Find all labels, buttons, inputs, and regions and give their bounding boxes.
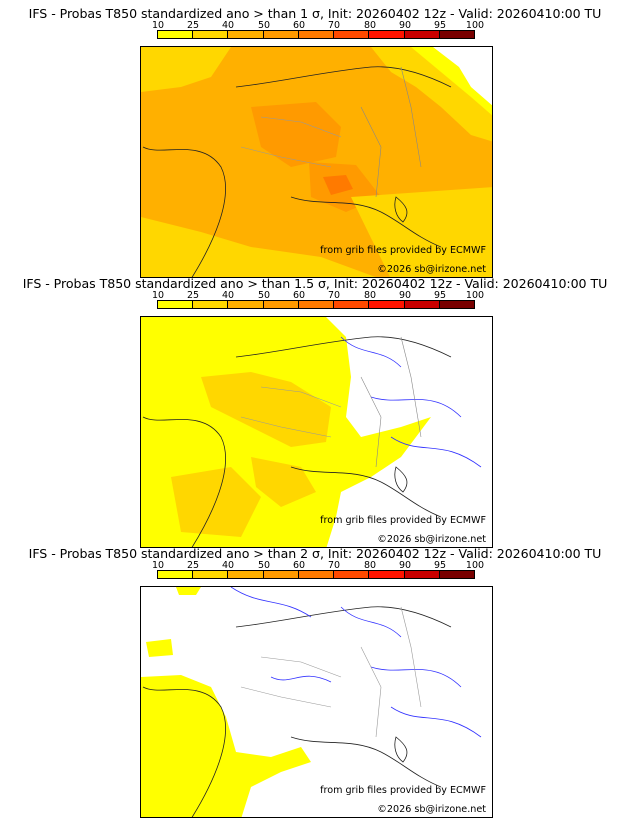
- colorbar-label: 70: [327, 20, 341, 31]
- map-canvas: [141, 47, 492, 277]
- probability-map: from grib files provided by ECMWF ©2026 …: [140, 586, 493, 818]
- colorbar-label: 80: [363, 20, 377, 31]
- colorbar-label: 95: [433, 560, 447, 571]
- colorbar-swatch: [298, 571, 335, 578]
- colorbar-label: 25: [186, 290, 200, 301]
- map-panel-2sigma: IFS - Probas T850 standardized ano > tha…: [0, 546, 630, 822]
- map-canvas: [141, 587, 492, 817]
- colorbar-label: 60: [292, 290, 306, 301]
- colorbar-swatch: [263, 31, 299, 38]
- colorbar-label: 25: [186, 560, 200, 571]
- colorbar: [157, 570, 475, 579]
- copyright-notice: ©2026 sb@irizone.net: [377, 264, 486, 275]
- colorbar-label: 50: [257, 20, 271, 31]
- colorbar-swatch: [298, 31, 335, 38]
- colorbar-label: 40: [221, 20, 235, 31]
- colorbar-swatch: [298, 301, 335, 308]
- colorbar-swatch: [334, 301, 370, 308]
- colorbar-swatch: [439, 301, 474, 308]
- map-panel-1-5sigma: IFS - Probas T850 standardized ano > tha…: [0, 276, 630, 552]
- colorbar-label: 100: [465, 560, 485, 571]
- colorbar-label: 90: [398, 290, 412, 301]
- colorbar-swatch: [369, 31, 405, 38]
- colorbar-swatch: [404, 571, 440, 578]
- colorbar-swatch: [334, 31, 370, 38]
- colorbar-swatch: [158, 31, 194, 38]
- colorbar-swatch: [228, 31, 264, 38]
- colorbar-labels: 10 25 40 50 60 70 80 90 95 100: [140, 20, 484, 32]
- colorbar-label: 95: [433, 290, 447, 301]
- colorbar-swatch: [263, 301, 299, 308]
- colorbar-swatch: [228, 571, 264, 578]
- colorbar: [157, 30, 475, 39]
- colorbar-label: 70: [327, 290, 341, 301]
- colorbar-swatch: [439, 571, 474, 578]
- colorbar-label: 80: [363, 290, 377, 301]
- colorbar-label: 80: [363, 560, 377, 571]
- colorbar-label: 100: [465, 20, 485, 31]
- colorbar-swatch: [369, 571, 405, 578]
- panel-title: IFS - Probas T850 standardized ano > tha…: [28, 546, 602, 561]
- colorbar-label: 40: [221, 290, 235, 301]
- colorbar-swatch: [439, 31, 474, 38]
- colorbar-label: 50: [257, 290, 271, 301]
- map-panel-1sigma: IFS - Probas T850 standardized ano > tha…: [0, 6, 630, 282]
- colorbar-label: 10: [151, 20, 165, 31]
- colorbar-swatch: [193, 301, 229, 308]
- colorbar-swatch: [158, 571, 194, 578]
- colorbar-labels: 10 25 40 50 60 70 80 90 95 100: [140, 290, 484, 302]
- colorbar-label: 40: [221, 560, 235, 571]
- colorbar-swatch: [404, 301, 440, 308]
- colorbar-label: 100: [465, 290, 485, 301]
- colorbar-label: 90: [398, 20, 412, 31]
- colorbar-label: 25: [186, 20, 200, 31]
- probability-map: from grib files provided by ECMWF ©2026 …: [140, 46, 493, 278]
- colorbar-label: 60: [292, 560, 306, 571]
- colorbar-label: 10: [151, 290, 165, 301]
- colorbar-swatch: [369, 301, 405, 308]
- source-credit: from grib files provided by ECMWF: [320, 515, 486, 526]
- panel-title: IFS - Probas T850 standardized ano > tha…: [28, 6, 602, 21]
- colorbar: [157, 300, 475, 309]
- colorbar-swatch: [193, 31, 229, 38]
- colorbar-swatch: [404, 31, 440, 38]
- colorbar-label: 70: [327, 560, 341, 571]
- copyright-notice: ©2026 sb@irizone.net: [377, 534, 486, 545]
- colorbar-labels: 10 25 40 50 60 70 80 90 95 100: [140, 560, 484, 572]
- source-credit: from grib files provided by ECMWF: [320, 785, 486, 796]
- source-credit: from grib files provided by ECMWF: [320, 245, 486, 256]
- colorbar-label: 90: [398, 560, 412, 571]
- colorbar-label: 60: [292, 20, 306, 31]
- colorbar-swatch: [263, 571, 299, 578]
- panel-title: IFS - Probas T850 standardized ano > tha…: [22, 276, 608, 291]
- colorbar-label: 10: [151, 560, 165, 571]
- colorbar-label: 95: [433, 20, 447, 31]
- colorbar-swatch: [334, 571, 370, 578]
- colorbar-label: 50: [257, 560, 271, 571]
- colorbar-swatch: [158, 301, 194, 308]
- colorbar-swatch: [193, 571, 229, 578]
- copyright-notice: ©2026 sb@irizone.net: [377, 804, 486, 815]
- probability-map: from grib files provided by ECMWF ©2026 …: [140, 316, 493, 548]
- colorbar-swatch: [228, 301, 264, 308]
- map-canvas: [141, 317, 492, 547]
